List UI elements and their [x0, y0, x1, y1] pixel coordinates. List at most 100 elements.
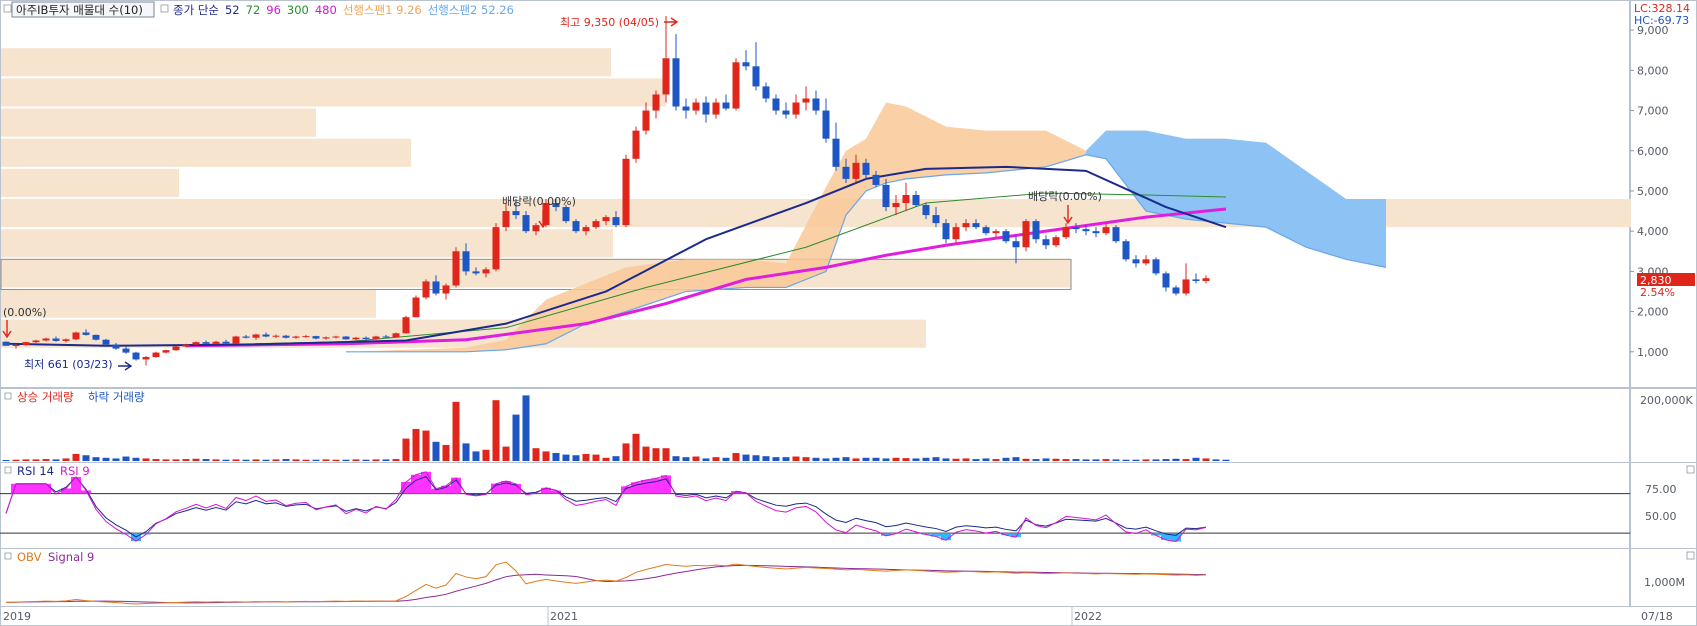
volume-bar: [2, 460, 10, 461]
candle-body: [382, 336, 390, 338]
candle-body: [1152, 259, 1160, 274]
rsi-overbought-fill: [731, 491, 741, 494]
legend-item: 72: [246, 3, 261, 17]
volume-bar: [252, 459, 260, 461]
candle-body: [872, 174, 880, 185]
candle-body: [342, 336, 350, 340]
candle-body: [1052, 237, 1060, 246]
legend-item: 96: [266, 3, 281, 17]
candle-body: [742, 62, 750, 67]
rsi-collapse-icon[interactable]: [1686, 465, 1695, 474]
candle-body: [692, 102, 700, 111]
candle-body: [782, 110, 790, 115]
profile-max-band: [0, 258, 1072, 290]
volume-bar: [372, 459, 380, 461]
obv-collapse-icon[interactable]: [1686, 551, 1695, 560]
candle-body: [52, 338, 60, 341]
obv-settings-icon[interactable]: [4, 552, 12, 560]
candle-body: [702, 102, 710, 115]
rsi-14-line: [5, 476, 1207, 538]
candle-body: [492, 227, 500, 270]
price-tick-label: 7,000: [1637, 105, 1669, 118]
candle-body: [892, 203, 900, 208]
title-button[interactable]: [11, 1, 155, 18]
candle-body: [842, 166, 850, 179]
candle-body: [752, 66, 760, 87]
rsi-settings-icon[interactable]: [4, 466, 12, 474]
candle-body: [192, 342, 200, 345]
rsi-legend-b: RSI 9: [60, 464, 90, 478]
candle-body: [142, 357, 150, 360]
profile-band: [1, 48, 611, 77]
volume-legend-up: 상승 거래량: [17, 390, 74, 404]
volume-bar: [642, 446, 650, 461]
candle-body: [152, 352, 160, 358]
candle-body: [1182, 279, 1190, 294]
price-tick-label: 2,000: [1637, 306, 1669, 319]
candle-body: [362, 337, 370, 339]
volume-bars: [2, 395, 1230, 461]
rsi-overbought-fill: [621, 486, 631, 494]
volume-bar: [1122, 459, 1130, 461]
dividend-annotation-2: 배당락(0.00%): [1028, 190, 1102, 203]
candlesticks: [2, 16, 1210, 366]
volume-bar: [472, 451, 480, 461]
candle-body: [802, 98, 810, 103]
rsi-overbought-fill: [81, 490, 91, 494]
volume-bar: [1182, 459, 1190, 461]
legend-item: 선행스팬2 52.26: [428, 3, 514, 17]
volume-bar: [1212, 459, 1220, 461]
volume-bar: [1092, 459, 1100, 461]
rsi-overbought-fill: [21, 483, 31, 494]
candle-body: [472, 271, 480, 274]
rsi-overbought-fill: [631, 482, 641, 494]
dividend-arrow-icon-1: [538, 210, 548, 229]
candle-body: [1062, 227, 1070, 238]
candle-body: [652, 94, 660, 111]
rsi-overbought-fill: [491, 483, 501, 494]
profile-band: [1, 108, 316, 137]
candle-body: [332, 336, 340, 338]
price-tick-label: 9,000: [1637, 24, 1669, 37]
rsi-lines: [0, 471, 1630, 543]
volume-bar: [912, 458, 920, 461]
obv-signal-line: [5, 564, 1207, 604]
low-arrow-icon: [118, 361, 133, 371]
volume-bar: [1132, 459, 1140, 461]
volume-bar: [172, 459, 180, 461]
title-button-icon[interactable]: [3, 4, 12, 13]
legend-item: 선행스팬1 9.26: [343, 3, 422, 17]
candle-body: [682, 106, 690, 111]
volume-settings-icon[interactable]: [4, 392, 12, 400]
current-price-tag: [1637, 273, 1695, 286]
ma-settings-icon[interactable]: [160, 4, 169, 13]
high-arrow-icon: [664, 17, 679, 27]
volume-bar: [432, 441, 440, 461]
candle-body: [172, 346, 180, 351]
candle-body: [32, 340, 40, 343]
candle-body: [962, 223, 970, 228]
dividend-arrow-icon-2: [1063, 205, 1073, 225]
candle-body: [822, 110, 830, 139]
volume-bar: [1002, 457, 1010, 461]
hc-readout: HC:-69.73: [1634, 14, 1689, 27]
candle-body: [1022, 221, 1030, 248]
volume-bar: [772, 457, 780, 461]
candle-body: [302, 336, 310, 338]
obv-lines: [5, 561, 1207, 605]
candle-body: [522, 215, 530, 232]
volume-bar: [282, 459, 290, 461]
obv-legend-b: Signal 9: [48, 550, 94, 564]
volume-bar: [602, 457, 610, 461]
rsi-panel: [0, 462, 1630, 549]
candle-body: [662, 58, 670, 95]
volume-bar: [482, 449, 490, 461]
candle-body: [882, 184, 890, 208]
rsi-oversold-fill: [921, 533, 931, 535]
candle-body: [422, 281, 430, 298]
volume-bar: [732, 453, 740, 461]
volume-bar: [442, 445, 450, 461]
candle-body: [952, 227, 960, 240]
candle-body: [322, 337, 330, 339]
